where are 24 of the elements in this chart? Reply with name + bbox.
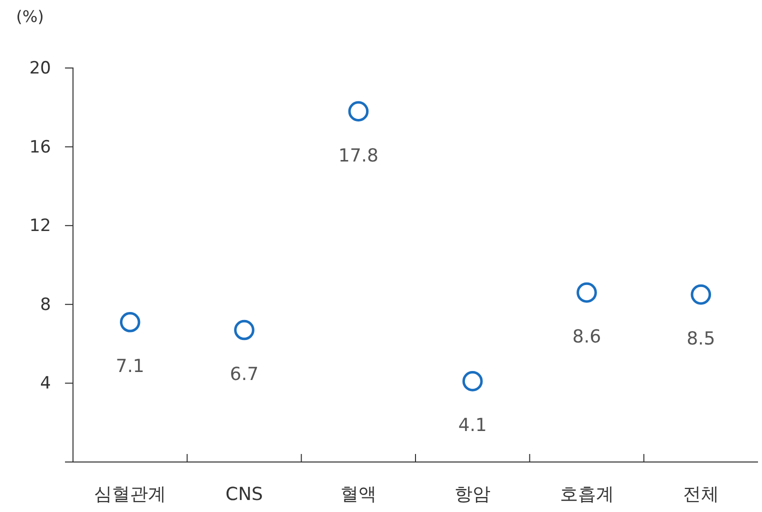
x-tick-label: CNS <box>226 484 263 505</box>
y-tick-label: 8 <box>40 294 51 315</box>
point <box>348 101 369 122</box>
data-label: 6.7 <box>230 364 259 386</box>
y-tick-label: 20 <box>29 58 51 78</box>
x-tick-label: 심혈관계 <box>94 484 166 505</box>
data-label: 17.8 <box>338 145 378 166</box>
data-label: 4.1 <box>458 415 487 436</box>
point <box>576 282 597 303</box>
point <box>120 312 140 332</box>
point <box>690 284 712 305</box>
data-label: 7.1 <box>116 356 144 378</box>
data-label: 8.5 <box>686 328 716 350</box>
x-tick-label: 항암 <box>454 484 491 505</box>
point <box>462 371 483 392</box>
x-tick-label: 전체 <box>682 484 719 505</box>
x-tick-label: 호흡계 <box>560 484 614 505</box>
y-tick-label: 16 <box>29 137 51 158</box>
data-label: 8.6 <box>572 326 602 348</box>
y-tick-label: 4 <box>40 374 51 394</box>
y-tick-label: 12 <box>29 216 51 236</box>
point <box>234 320 254 340</box>
y-axis-title: (%) <box>16 7 44 26</box>
x-tick-label: 혈액 <box>340 484 376 505</box>
